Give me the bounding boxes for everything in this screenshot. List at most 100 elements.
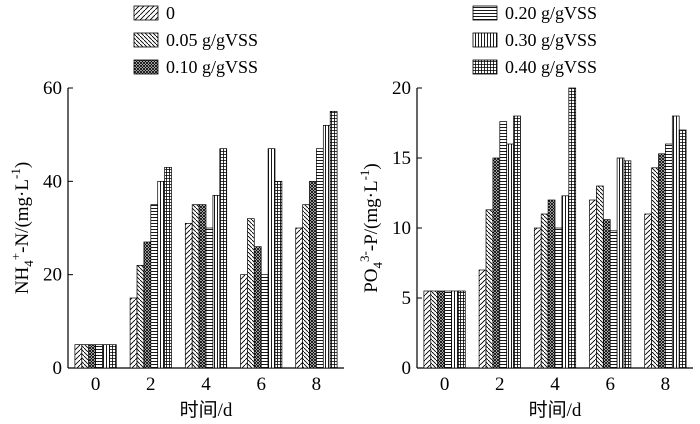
legend-label: 0.40 g/gVSS xyxy=(505,57,597,77)
legend-item: 0.30 g/gVSS xyxy=(472,30,597,50)
x-tick-label: 0 xyxy=(440,374,450,395)
bar xyxy=(74,344,83,369)
bar xyxy=(150,204,159,369)
bar xyxy=(547,199,556,369)
x-tick-label: 6 xyxy=(256,374,266,395)
legend-swatch xyxy=(472,32,498,48)
legend-swatch xyxy=(133,32,159,48)
x-axis-title: 时间/d xyxy=(180,399,233,421)
bar xyxy=(253,246,262,369)
y-tick-label: 5 xyxy=(402,288,412,309)
legend-item: 0.40 g/gVSS xyxy=(472,57,597,77)
bar xyxy=(430,290,439,369)
bar xyxy=(644,213,652,369)
bar xyxy=(316,148,324,369)
bar xyxy=(658,153,666,369)
bar xyxy=(568,87,577,369)
bar xyxy=(444,290,452,369)
x-tick-label: 8 xyxy=(661,374,671,395)
bar xyxy=(478,269,487,369)
y-tick-label: 60 xyxy=(43,78,62,99)
y-tick-label: 15 xyxy=(392,148,411,169)
bar xyxy=(95,344,103,369)
bar xyxy=(423,290,432,369)
x-tick-label: 4 xyxy=(550,374,560,395)
bar xyxy=(267,148,276,369)
legend: 0 0.05 g/gVSS 0.10 g/gVSS 0.20 g/gVSS 0.30 g… xyxy=(133,3,597,77)
bar xyxy=(136,264,145,369)
y-tick-label: 20 xyxy=(392,78,411,99)
bar xyxy=(329,110,338,369)
bar xyxy=(109,344,117,369)
legend-label: 0 xyxy=(166,3,175,23)
bar xyxy=(589,199,597,369)
bar xyxy=(596,185,604,369)
bar xyxy=(609,230,618,369)
legend-label: 0.10 g/gVSS xyxy=(166,57,258,77)
x-tick-label: 2 xyxy=(495,374,505,395)
bar xyxy=(561,195,570,369)
bar xyxy=(198,204,207,369)
y-tick-label: 40 xyxy=(43,171,62,192)
x-tick-label: 0 xyxy=(91,374,101,395)
bar xyxy=(506,143,514,369)
bar xyxy=(322,124,331,369)
bar xyxy=(260,274,269,369)
legend-swatch xyxy=(472,59,498,75)
bar xyxy=(451,290,459,369)
y-tick-label: 10 xyxy=(392,218,411,239)
bar xyxy=(212,194,221,369)
bar xyxy=(602,219,611,369)
bar xyxy=(671,115,680,369)
y-axis-title: PO43--P/(mg·L-1) xyxy=(357,163,385,293)
bar xyxy=(240,274,248,369)
bar xyxy=(499,121,508,369)
legend-item: 0.20 g/gVSS xyxy=(472,3,597,23)
bar xyxy=(485,209,494,369)
bar xyxy=(274,180,283,369)
bar xyxy=(540,213,549,369)
bar xyxy=(81,344,90,369)
bar xyxy=(247,218,255,369)
bar xyxy=(533,227,542,369)
x-tick-label: 8 xyxy=(312,374,322,395)
legend-item: 0.10 g/gVSS xyxy=(133,57,258,77)
bar xyxy=(164,166,172,369)
legend-item: 0.05 g/gVSS xyxy=(133,30,258,50)
y-tick-label: 0 xyxy=(402,358,412,379)
legend-label: 0.30 g/gVSS xyxy=(505,30,597,50)
bar xyxy=(665,143,673,369)
bar xyxy=(143,241,152,369)
legend-label: 0.20 g/gVSS xyxy=(505,3,597,23)
bar xyxy=(623,160,632,369)
legend-item: 0 xyxy=(133,3,175,23)
x-axis-title: 时间/d xyxy=(529,399,582,421)
bar xyxy=(129,297,138,369)
x-tick-label: 4 xyxy=(201,374,211,395)
bar xyxy=(219,148,228,369)
legend-swatch xyxy=(472,5,498,21)
bar xyxy=(184,222,193,369)
x-tick-label: 6 xyxy=(605,374,615,395)
bar xyxy=(437,290,445,369)
bar xyxy=(302,204,310,369)
bar xyxy=(88,344,96,369)
legend-swatch xyxy=(133,59,159,75)
legend-swatch xyxy=(133,5,159,21)
legend-label: 0.05 g/gVSS xyxy=(166,30,258,50)
bar xyxy=(102,344,110,369)
bar xyxy=(157,180,165,369)
bar xyxy=(651,167,659,369)
x-tick-label: 2 xyxy=(146,374,156,395)
chart-phosphate: 0 5 10 15 20 0 2 4 6 8 时间/d PO43--P/(mg·L-1) xyxy=(357,78,693,421)
y-tick-label: 20 xyxy=(43,265,62,286)
bar xyxy=(513,115,521,369)
y-tick-label: 0 xyxy=(53,358,63,379)
bar xyxy=(458,290,466,369)
bar xyxy=(492,157,501,369)
bar xyxy=(616,157,625,369)
bar xyxy=(295,227,303,369)
bar xyxy=(205,227,214,369)
